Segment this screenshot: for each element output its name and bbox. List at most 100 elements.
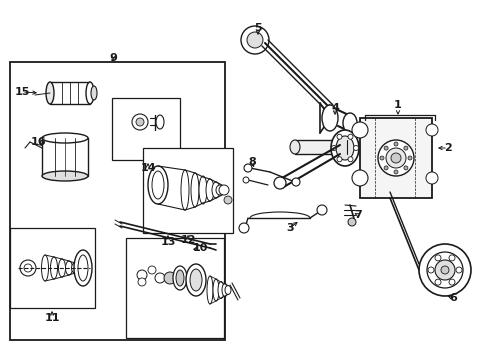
Circle shape <box>246 32 263 48</box>
Bar <box>359 118 431 198</box>
Circle shape <box>403 166 407 170</box>
Ellipse shape <box>224 285 230 294</box>
Text: 1: 1 <box>393 100 401 110</box>
Ellipse shape <box>71 263 79 273</box>
Circle shape <box>448 279 454 285</box>
Circle shape <box>351 170 367 186</box>
Circle shape <box>347 134 352 139</box>
Circle shape <box>316 205 326 215</box>
Ellipse shape <box>218 282 224 298</box>
Ellipse shape <box>199 176 206 204</box>
Circle shape <box>353 145 358 150</box>
Circle shape <box>385 148 405 168</box>
Circle shape <box>427 267 433 273</box>
Ellipse shape <box>50 257 58 279</box>
Ellipse shape <box>342 113 356 133</box>
Text: 2: 2 <box>443 143 451 153</box>
Text: 6: 6 <box>448 293 456 303</box>
Text: 14: 14 <box>140 163 156 173</box>
Ellipse shape <box>321 105 337 131</box>
Circle shape <box>390 153 400 163</box>
Ellipse shape <box>76 265 83 271</box>
Bar <box>142 148 232 233</box>
Circle shape <box>455 267 461 273</box>
Text: 5: 5 <box>254 23 261 33</box>
Circle shape <box>136 118 143 126</box>
Circle shape <box>137 270 147 280</box>
Text: 12: 12 <box>180 235 195 245</box>
Ellipse shape <box>65 261 72 275</box>
Text: 8: 8 <box>247 157 255 167</box>
Ellipse shape <box>330 130 358 166</box>
Circle shape <box>383 166 387 170</box>
Circle shape <box>393 170 397 174</box>
Text: 3: 3 <box>285 223 293 233</box>
Circle shape <box>426 252 462 288</box>
Ellipse shape <box>181 170 189 210</box>
Ellipse shape <box>191 173 199 207</box>
Bar <box>126 238 224 338</box>
Ellipse shape <box>41 255 48 281</box>
Circle shape <box>425 124 437 136</box>
Ellipse shape <box>213 279 219 301</box>
Circle shape <box>273 177 285 189</box>
Circle shape <box>132 114 148 130</box>
Ellipse shape <box>42 133 88 143</box>
Circle shape <box>347 218 355 226</box>
Ellipse shape <box>86 82 94 104</box>
Ellipse shape <box>289 140 299 154</box>
Circle shape <box>440 266 448 274</box>
Circle shape <box>224 196 231 204</box>
Circle shape <box>425 172 437 184</box>
Text: 16: 16 <box>30 137 46 147</box>
Bar <box>294 140 346 154</box>
Circle shape <box>377 140 413 176</box>
Text: 9: 9 <box>109 53 117 63</box>
Bar <box>42 138 88 176</box>
Ellipse shape <box>156 115 163 129</box>
Ellipse shape <box>173 266 186 290</box>
Ellipse shape <box>59 259 65 277</box>
Text: 15: 15 <box>14 87 30 97</box>
Ellipse shape <box>46 82 54 104</box>
Circle shape <box>239 223 248 233</box>
Ellipse shape <box>212 182 220 198</box>
Text: 7: 7 <box>353 210 361 220</box>
Circle shape <box>393 142 397 146</box>
Ellipse shape <box>222 284 227 297</box>
Circle shape <box>383 146 387 150</box>
Text: 4: 4 <box>330 103 338 113</box>
Ellipse shape <box>78 255 88 281</box>
Bar <box>50 82 90 104</box>
Ellipse shape <box>216 185 224 195</box>
Ellipse shape <box>206 276 213 304</box>
Circle shape <box>403 146 407 150</box>
Circle shape <box>418 244 470 296</box>
Ellipse shape <box>42 171 88 181</box>
Circle shape <box>331 145 336 150</box>
Circle shape <box>291 178 299 186</box>
Bar <box>112 98 180 160</box>
Circle shape <box>20 260 36 276</box>
Text: 11: 11 <box>44 313 60 323</box>
Ellipse shape <box>205 179 214 201</box>
Circle shape <box>24 264 32 272</box>
Circle shape <box>347 157 352 162</box>
Circle shape <box>244 164 251 172</box>
Ellipse shape <box>335 136 353 160</box>
Circle shape <box>155 273 164 283</box>
Ellipse shape <box>148 166 168 204</box>
Ellipse shape <box>185 264 205 296</box>
Circle shape <box>336 134 341 139</box>
Circle shape <box>219 185 228 195</box>
Ellipse shape <box>74 250 92 286</box>
Circle shape <box>163 272 176 284</box>
Text: 13: 13 <box>160 237 175 247</box>
Ellipse shape <box>190 269 202 291</box>
Text: 10: 10 <box>192 243 207 253</box>
Bar <box>10 62 224 340</box>
Circle shape <box>138 278 146 286</box>
Circle shape <box>434 260 454 280</box>
Circle shape <box>448 255 454 261</box>
Circle shape <box>379 156 383 160</box>
